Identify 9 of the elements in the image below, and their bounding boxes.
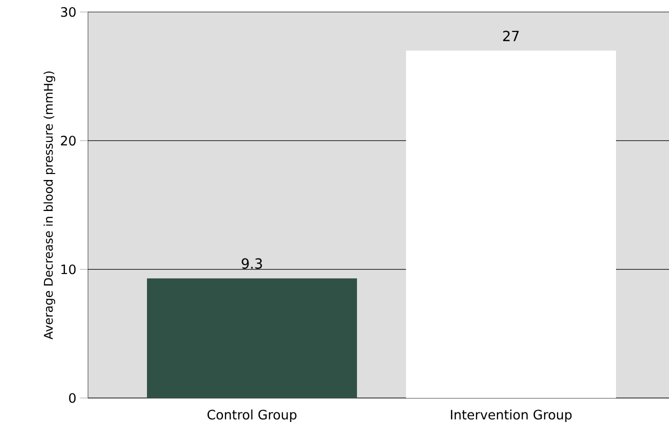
y-tick-label: 30 [60, 7, 76, 17]
y-tick-label: 0 [69, 393, 76, 403]
data-label: 9.3 [242, 258, 262, 269]
y-tick-label: 20 [60, 136, 76, 146]
y-axis-title: Average Decrease in blood pressure (mmHg) [44, 72, 56, 340]
x-tick-label: Control Group [208, 410, 296, 422]
x-tick-label: Intervention Group [450, 410, 572, 422]
data-label: 27 [503, 30, 519, 42]
y-tick-label: 10 [61, 264, 76, 274]
